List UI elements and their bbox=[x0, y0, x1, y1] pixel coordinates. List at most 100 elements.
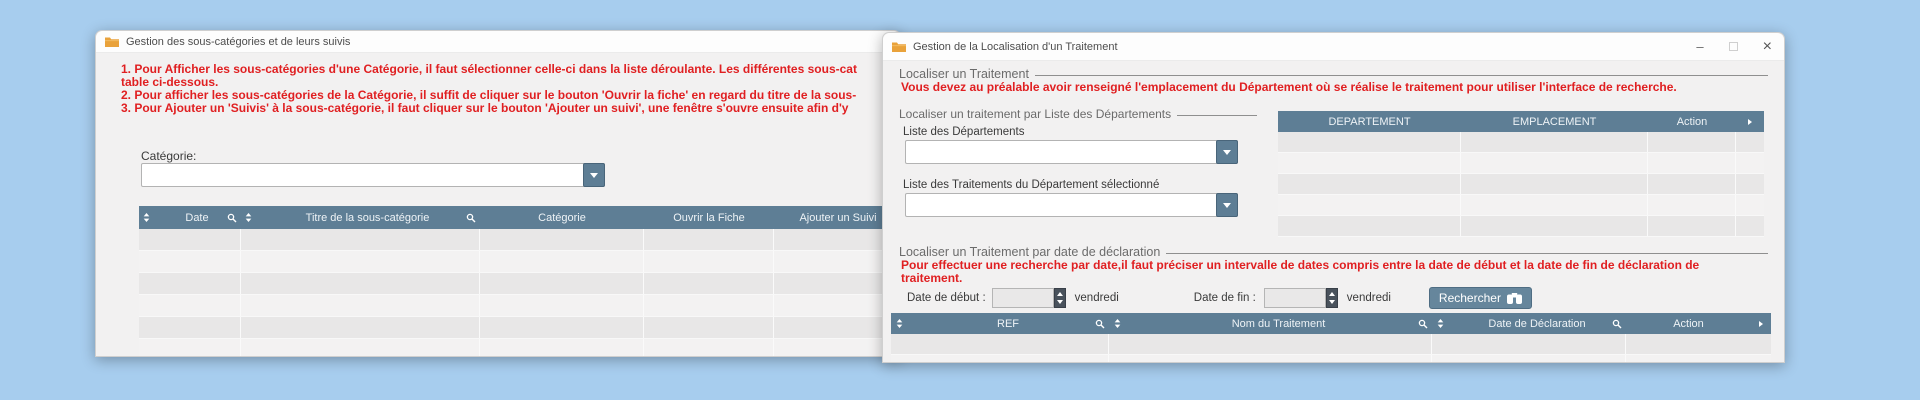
table-cell bbox=[1648, 195, 1736, 215]
table-cell bbox=[1278, 195, 1461, 215]
column-header-date[interactable]: Date bbox=[153, 206, 241, 229]
table-cell bbox=[139, 317, 241, 338]
maximize-icon[interactable] bbox=[1728, 42, 1738, 51]
group-localiser-traitement: Localiser un Traitement bbox=[899, 67, 1768, 81]
table-cell bbox=[480, 317, 644, 338]
sort-icon[interactable] bbox=[139, 206, 153, 229]
group-date-declaration: Localiser un Traitement par date de décl… bbox=[899, 245, 1768, 259]
rechercher-button[interactable]: Rechercher bbox=[1428, 287, 1532, 309]
table-row bbox=[139, 273, 900, 295]
column-header-ref[interactable]: REF bbox=[907, 313, 1109, 334]
date-warning: Pour effectuer une recherche par date,il… bbox=[901, 259, 1699, 285]
group-label: Localiser un Traitement bbox=[899, 67, 1029, 81]
table-cell bbox=[644, 251, 774, 272]
table-cell bbox=[1461, 195, 1648, 215]
date-end-label: Date de fin : bbox=[1193, 292, 1256, 304]
chevron-down-icon[interactable] bbox=[583, 163, 605, 187]
up-down-spinner-icon[interactable] bbox=[1325, 288, 1338, 308]
column-header-action[interactable]: Action bbox=[1676, 115, 1708, 128]
left-instructions: 1. Pour Afficher les sous-catégories d'u… bbox=[121, 63, 857, 115]
table-row bbox=[1278, 153, 1764, 174]
table-cell bbox=[241, 273, 480, 294]
table-cell bbox=[1461, 153, 1648, 173]
search-icon[interactable] bbox=[1612, 319, 1622, 329]
right-triangle-icon[interactable] bbox=[1736, 111, 1764, 132]
column-header-ajouter-suivi[interactable]: Ajouter un Suivi bbox=[799, 211, 877, 224]
sort-icon[interactable] bbox=[241, 206, 255, 229]
search-icon[interactable] bbox=[1418, 319, 1428, 329]
sort-icon[interactable] bbox=[1432, 313, 1448, 334]
column-header-departement[interactable]: DEPARTEMENT bbox=[1328, 115, 1411, 128]
search-icon[interactable] bbox=[227, 213, 237, 223]
table-cell bbox=[1109, 334, 1432, 354]
column-header-action[interactable]: Action bbox=[1673, 317, 1704, 330]
table-cell bbox=[241, 339, 480, 356]
treatments-list-combobox[interactable] bbox=[905, 193, 1238, 217]
minimize-icon[interactable]: – bbox=[1696, 39, 1704, 54]
left-window-titlebar[interactable]: Gestion des sous-catégories et de leurs … bbox=[96, 31, 900, 53]
chevron-down-icon[interactable] bbox=[1216, 193, 1238, 217]
table-cell bbox=[1736, 132, 1764, 152]
table-cell bbox=[1278, 174, 1461, 194]
table-cell bbox=[1648, 174, 1736, 194]
table-cell bbox=[1432, 355, 1626, 362]
warning-line: traitement. bbox=[901, 271, 963, 285]
window-controls: – × bbox=[1696, 33, 1772, 60]
table-cell bbox=[1109, 355, 1432, 362]
instruction-line: 1. Pour Afficher les sous-catégories d'u… bbox=[121, 62, 857, 76]
table-cell bbox=[241, 229, 480, 250]
table-cell bbox=[1461, 174, 1648, 194]
table-cell bbox=[241, 295, 480, 316]
date-search-row: Date de début : vendredi Date de fin : v… bbox=[907, 287, 1768, 309]
instruction-line: table ci-dessous. bbox=[121, 75, 219, 89]
column-header-emplacement[interactable]: EMPLACEMENT bbox=[1512, 115, 1597, 128]
category-combobox[interactable] bbox=[141, 163, 605, 187]
column-header-categorie[interactable]: Catégorie bbox=[538, 211, 586, 224]
folder-icon bbox=[105, 36, 119, 47]
table-cell bbox=[1461, 132, 1648, 152]
dept-list-combobox[interactable] bbox=[905, 140, 1238, 164]
group-liste-departements: Localiser un traitement par Liste des Dé… bbox=[899, 107, 1257, 121]
right-window-title: Gestion de la Localisation d'un Traiteme… bbox=[913, 40, 1118, 53]
departements-table-body bbox=[1278, 132, 1764, 237]
group-divider-line bbox=[1177, 114, 1257, 116]
results-table-header: REF Nom du Traitement Date de Déclaratio… bbox=[891, 313, 1771, 334]
sous-categories-table: Date Titre de la sous-catégorie Catégori… bbox=[139, 206, 900, 356]
date-start-input[interactable] bbox=[991, 288, 1054, 308]
dept-list-label: Liste des Départements bbox=[903, 126, 1025, 138]
table-cell bbox=[1736, 153, 1764, 173]
category-label: Catégorie: bbox=[141, 149, 197, 163]
table-cell bbox=[139, 251, 241, 272]
table-row bbox=[139, 229, 900, 251]
up-down-spinner-icon[interactable] bbox=[1053, 288, 1066, 308]
treatments-list-label: Liste des Traitements du Département sél… bbox=[903, 179, 1160, 191]
table-cell bbox=[480, 229, 644, 250]
table-cell bbox=[1648, 132, 1736, 152]
table-cell bbox=[139, 295, 241, 316]
table-cell bbox=[1461, 216, 1648, 236]
sort-icon[interactable] bbox=[1109, 313, 1125, 334]
column-header-date-declaration[interactable]: Date de Déclaration bbox=[1448, 313, 1626, 334]
date-start-label: Date de début : bbox=[907, 292, 986, 304]
search-icon[interactable] bbox=[1095, 319, 1105, 329]
date-end-day: vendredi bbox=[1346, 292, 1391, 304]
column-header-ouvrir-fiche[interactable]: Ouvrir la Fiche bbox=[673, 211, 745, 224]
search-icon[interactable] bbox=[466, 213, 476, 223]
table-cell bbox=[480, 273, 644, 294]
right-triangle-icon[interactable] bbox=[1751, 313, 1771, 334]
chevron-down-icon[interactable] bbox=[1216, 140, 1238, 164]
departements-table-header: DEPARTEMENT EMPLACEMENT Action bbox=[1278, 111, 1764, 132]
column-header-nom-traitement[interactable]: Nom du Traitement bbox=[1125, 313, 1432, 334]
sort-icon[interactable] bbox=[891, 313, 907, 334]
right-window-titlebar[interactable]: Gestion de la Localisation d'un Traiteme… bbox=[883, 33, 1784, 61]
date-end-input[interactable] bbox=[1263, 288, 1326, 308]
window-sous-categories: Gestion des sous-catégories et de leurs … bbox=[95, 30, 901, 357]
table-cell bbox=[480, 251, 644, 272]
table-cell bbox=[1278, 153, 1461, 173]
locate-warning: Vous devez au préalable avoir renseigné … bbox=[901, 80, 1677, 94]
close-icon[interactable]: × bbox=[1762, 37, 1772, 55]
table-row bbox=[891, 334, 1771, 355]
table-cell bbox=[139, 273, 241, 294]
column-header-titre[interactable]: Titre de la sous-catégorie bbox=[255, 206, 480, 229]
